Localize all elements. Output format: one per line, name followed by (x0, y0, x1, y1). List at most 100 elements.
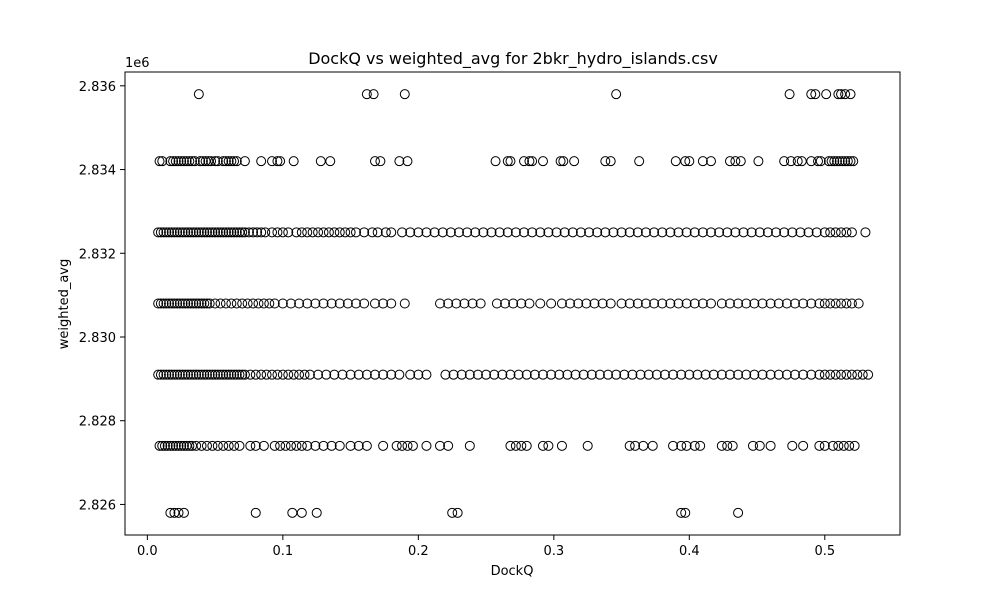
data-point (258, 298, 269, 309)
data-point (521, 369, 532, 380)
y-tick-label: 2.826 (79, 498, 116, 513)
data-point (304, 369, 315, 380)
data-point (819, 227, 830, 238)
data-point (218, 227, 229, 238)
data-point (649, 227, 660, 238)
data-point (630, 440, 641, 451)
data-point (551, 227, 562, 238)
data-point (161, 227, 172, 238)
data-point (435, 440, 446, 451)
data-point (657, 298, 668, 309)
data-point (846, 298, 857, 309)
data-point (329, 227, 340, 238)
data-point (302, 227, 313, 238)
data-point (283, 369, 294, 380)
data-point (165, 440, 176, 451)
y-tick-label: 2.828 (79, 415, 116, 430)
data-point (154, 156, 165, 167)
data-point (635, 369, 646, 380)
data-point (619, 369, 630, 380)
data-point (161, 298, 172, 309)
data-point (212, 440, 223, 451)
data-point (369, 369, 380, 380)
data-point (210, 298, 221, 309)
data-point (659, 369, 670, 380)
data-point (166, 369, 177, 380)
data-point (288, 369, 299, 380)
data-point (827, 440, 838, 451)
data-point (361, 369, 372, 380)
x-axis-label: DockQ (491, 564, 534, 579)
y-tick-label: 2.836 (79, 80, 116, 95)
data-point (846, 227, 857, 238)
data-point (680, 156, 691, 167)
data-point (183, 298, 194, 309)
plot-area-frame (124, 71, 901, 536)
data-point (448, 369, 459, 380)
data-point (452, 507, 463, 518)
data-point (643, 369, 654, 380)
data-point (183, 369, 194, 380)
data-point (155, 298, 166, 309)
data-point (813, 156, 824, 167)
data-point (191, 298, 202, 309)
data-point (359, 227, 370, 238)
data-point (165, 507, 176, 518)
data-point (781, 298, 792, 309)
data-point (510, 440, 521, 451)
data-point (193, 89, 204, 100)
data-point (840, 89, 851, 100)
data-point (272, 227, 283, 238)
data-point (269, 440, 280, 451)
x-tick-label: 0.4 (679, 544, 700, 559)
data-point (191, 369, 202, 380)
data-point (188, 227, 199, 238)
data-point (378, 440, 389, 451)
data-point (218, 440, 229, 451)
data-point (722, 227, 733, 238)
data-point (558, 156, 569, 167)
data-point (578, 369, 589, 380)
data-point (830, 227, 841, 238)
data-point (529, 369, 540, 380)
data-point (462, 227, 473, 238)
data-point (237, 369, 248, 380)
data-point (830, 369, 841, 380)
data-point (369, 298, 380, 309)
data-point (762, 227, 773, 238)
data-point (597, 298, 608, 309)
data-point (811, 227, 822, 238)
data-point (185, 298, 196, 309)
data-point (177, 298, 188, 309)
data-point (570, 369, 581, 380)
data-point (594, 369, 605, 380)
data-point (569, 156, 580, 167)
data-point (188, 369, 199, 380)
x-tick-label: 0.2 (408, 544, 429, 559)
data-point (193, 227, 204, 238)
data-point (543, 440, 554, 451)
data-point (226, 156, 237, 167)
data-point (397, 440, 408, 451)
data-point (605, 298, 616, 309)
data-point (475, 298, 486, 309)
data-point (857, 369, 868, 380)
data-point (229, 440, 240, 451)
data-point (632, 227, 643, 238)
data-point (302, 298, 313, 309)
data-point (708, 369, 719, 380)
data-point (191, 440, 202, 451)
data-point (765, 440, 776, 451)
data-point (325, 156, 336, 167)
data-point (153, 298, 164, 309)
data-point (429, 227, 440, 238)
data-point (158, 298, 169, 309)
data-point (519, 156, 530, 167)
data-point (600, 156, 611, 167)
x-tick-label: 0.3 (543, 544, 564, 559)
data-point (212, 369, 223, 380)
data-point (470, 227, 481, 238)
data-point (307, 227, 318, 238)
data-point (559, 227, 570, 238)
data-point (195, 156, 206, 167)
